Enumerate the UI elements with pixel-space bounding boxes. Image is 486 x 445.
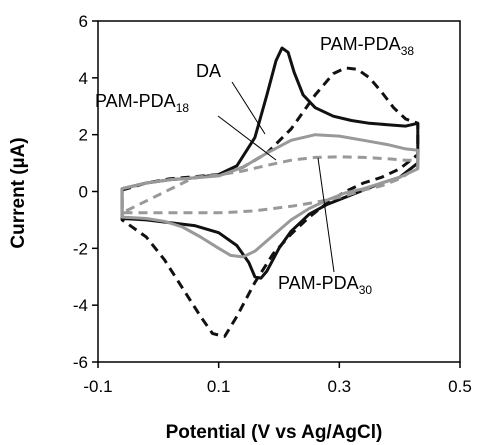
y-tick-label: 6 — [79, 12, 88, 31]
y-axis-label: Current (µA) — [8, 137, 29, 248]
svg-text:PAM-PDA38: PAM-PDA38 — [320, 34, 414, 58]
annotation-pam-pda18: PAM-PDA18 — [95, 91, 277, 161]
x-tick-label: -0.1 — [83, 377, 112, 396]
annotation-pam-pda38-sub: 38 — [401, 44, 415, 58]
x-tick-label: 0.5 — [448, 377, 472, 396]
annotation-pam-pda30: PAM-PDA30 — [278, 157, 372, 297]
annotation-pam-pda38-base: PAM-PDA — [320, 34, 401, 54]
y-tick-label: 0 — [79, 183, 88, 202]
x-tick-label: 0.3 — [328, 377, 352, 396]
svg-text:PAM-PDA18: PAM-PDA18 — [95, 91, 189, 115]
y-axis-ticks: 6 4 2 0 -2 -4 -6 — [73, 12, 98, 372]
annotation-pam-pda30-base: PAM-PDA — [278, 273, 359, 293]
y-tick-label: 4 — [79, 69, 88, 88]
x-axis-label: Potential (V vs Ag/AgCl) — [166, 422, 383, 443]
annotation-pam-pda30-leader — [317, 157, 335, 273]
annotation-pam-pda18-sub: 18 — [176, 101, 190, 115]
plot-frame — [97, 20, 461, 363]
svg-text:PAM-PDA30: PAM-PDA30 — [278, 273, 372, 297]
y-tick-label: -4 — [73, 296, 88, 315]
annotation-da-leader — [231, 81, 266, 135]
annotation-da: DA — [196, 61, 266, 135]
annotation-pam-pda30-sub: 30 — [359, 283, 373, 297]
annotation-da-label: DA — [196, 61, 221, 81]
series-line-pam-pda18 — [120, 155, 420, 215]
series-layer — [120, 46, 420, 338]
y-tick-label: 2 — [79, 126, 88, 145]
x-tick-label: 0.1 — [207, 377, 231, 396]
annotation-pam-pda18-leader — [217, 115, 277, 161]
annotation-pam-pda38: PAM-PDA38 — [320, 34, 414, 58]
y-tick-label: -2 — [73, 239, 88, 258]
x-axis-ticks: -0.1 0.1 0.3 0.5 — [83, 362, 472, 396]
y-tick-label: -6 — [73, 353, 88, 372]
annotation-pam-pda18-base: PAM-PDA — [95, 91, 176, 111]
series-line-pam-pda30 — [120, 133, 420, 259]
